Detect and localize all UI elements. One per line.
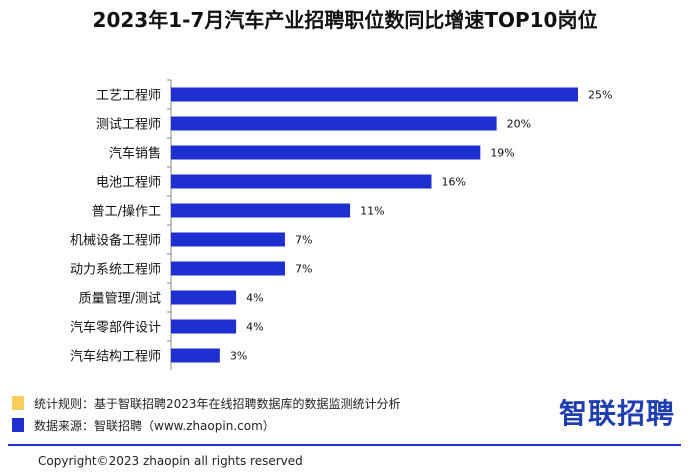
value-label: 4% xyxy=(246,292,263,305)
copyright: Copyright©2023 zhaopin all rights reserv… xyxy=(38,454,303,468)
category-label: 动力系统工程师 xyxy=(70,263,161,278)
zhaopin-logo: 智联招聘 xyxy=(558,397,675,430)
bar xyxy=(171,290,237,305)
category-label: 汽车销售 xyxy=(109,146,161,162)
bar xyxy=(171,261,285,276)
footer-divider xyxy=(8,444,681,446)
note-rule-text: 统计规则：基于智联招聘2023年在线招聘数据库的数据监测统计分析 xyxy=(34,396,401,411)
value-label: 25% xyxy=(588,89,612,102)
category-label: 汽车零部件设计 xyxy=(70,320,161,336)
rule-swatch xyxy=(12,396,24,410)
value-label: 19% xyxy=(490,147,514,160)
category-label: 电池工程师 xyxy=(96,176,161,191)
value-label: 11% xyxy=(360,205,384,218)
source-swatch xyxy=(12,418,24,432)
category-label: 测试工程师 xyxy=(96,118,161,133)
bar xyxy=(171,174,432,189)
bar xyxy=(171,203,351,218)
bar xyxy=(171,87,578,102)
category-label: 质量管理/测试 xyxy=(79,292,161,307)
category-label: 机械设备工程师 xyxy=(70,233,161,249)
value-label: 16% xyxy=(441,176,465,189)
note-source-text: 数据来源：智联招聘（www.zhaopin.com） xyxy=(34,418,275,433)
bar-group: 工艺工程师 25% 测试工程师 20% 汽车销售 19% 电池工程师 16% 普工/操作工 11%… xyxy=(70,79,612,370)
chart-title: 2023年1-7月汽车产业招聘职位数同比增速TOP10岗位 xyxy=(92,8,598,32)
value-label: 7% xyxy=(295,263,312,276)
bar xyxy=(171,319,237,334)
value-label: 20% xyxy=(507,118,531,131)
bar xyxy=(171,145,481,160)
bar-chart: 工艺工程师 25% 测试工程师 20% 汽车销售 19% 电池工程师 16% 普工/操作工 11%… xyxy=(70,79,612,370)
category-label: 普工/操作工 xyxy=(92,204,161,220)
category-label: 汽车结构工程师 xyxy=(70,349,161,365)
value-label: 4% xyxy=(246,321,263,334)
note-source: 数据来源：智联招聘（www.zhaopin.com） xyxy=(12,414,532,436)
bar xyxy=(171,232,285,247)
category-label: 工艺工程师 xyxy=(96,89,161,104)
notes: 统计规则：基于智联招聘2023年在线招聘数据库的数据监测统计分析 数据来源：智联… xyxy=(12,392,532,436)
bar xyxy=(171,348,220,363)
bar xyxy=(171,116,497,131)
value-label: 3% xyxy=(230,350,247,363)
value-label: 7% xyxy=(295,234,312,247)
note-rule: 统计规则：基于智联招聘2023年在线招聘数据库的数据监测统计分析 xyxy=(12,392,532,414)
